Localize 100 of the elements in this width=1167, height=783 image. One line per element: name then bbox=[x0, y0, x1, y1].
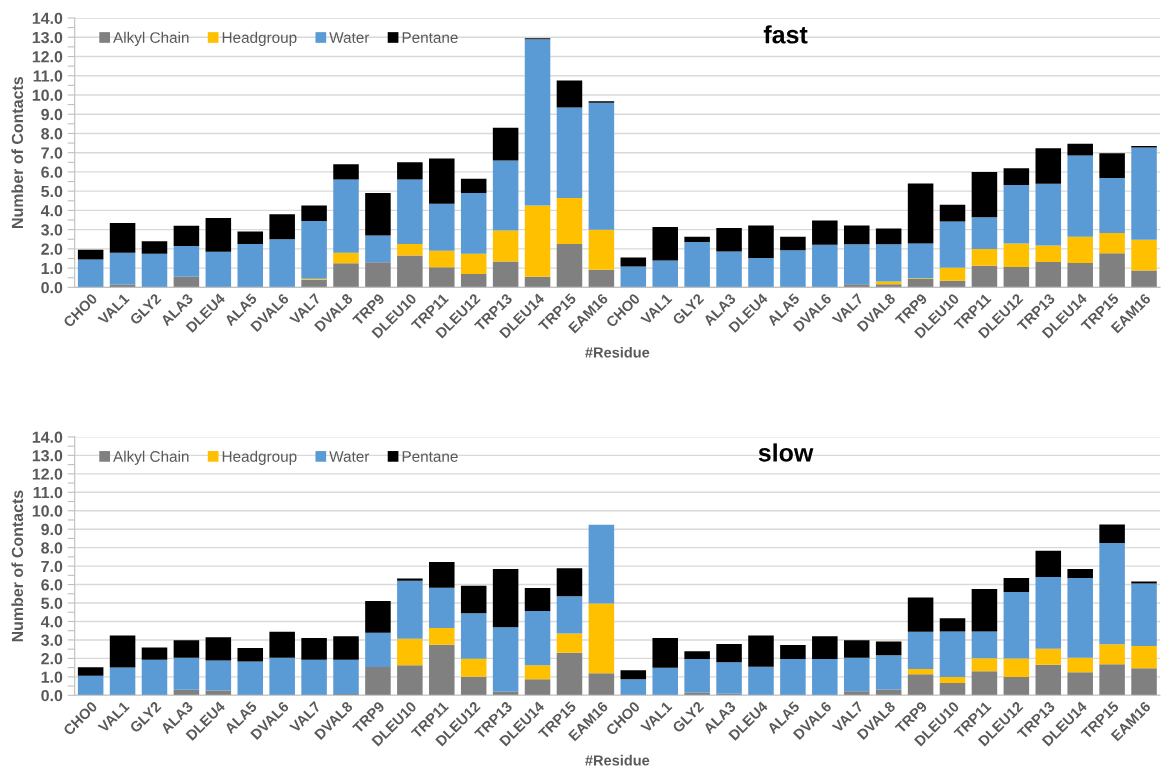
bar bbox=[397, 578, 423, 581]
bar bbox=[460, 585, 487, 614]
bar bbox=[460, 178, 487, 194]
bar bbox=[237, 661, 264, 696]
bar bbox=[652, 260, 678, 288]
bar bbox=[971, 588, 998, 632]
bar bbox=[173, 640, 200, 658]
y-tick-label: 5.0 bbox=[41, 185, 63, 198]
bar bbox=[843, 657, 870, 692]
bar bbox=[301, 205, 327, 221]
bar bbox=[556, 107, 583, 198]
y-tick-label: 11.0 bbox=[33, 486, 63, 499]
bar bbox=[109, 667, 136, 696]
bar bbox=[748, 257, 774, 288]
legend-label: Water bbox=[329, 451, 370, 462]
bar bbox=[524, 665, 551, 680]
bar bbox=[1035, 148, 1062, 184]
legend-label: Alkyl Chain bbox=[113, 450, 189, 465]
y-tick-label: 14.0 bbox=[32, 431, 63, 443]
bar bbox=[588, 603, 615, 674]
bar bbox=[333, 164, 359, 180]
bar bbox=[843, 225, 870, 245]
bar bbox=[492, 627, 519, 692]
bar bbox=[333, 252, 359, 264]
bar bbox=[365, 262, 391, 288]
bar bbox=[1003, 266, 1030, 288]
bar bbox=[812, 636, 838, 659]
bar bbox=[524, 205, 551, 277]
bar bbox=[1099, 524, 1125, 544]
bar bbox=[1067, 236, 1093, 264]
bar bbox=[173, 657, 200, 690]
bar bbox=[77, 259, 104, 288]
bar bbox=[109, 222, 136, 253]
y-tick-label: 7.0 bbox=[41, 147, 63, 159]
y-tick-label: 3.0 bbox=[41, 224, 63, 236]
y-axis-title: Number of Contacts bbox=[11, 490, 24, 642]
bar bbox=[588, 673, 615, 696]
bar bbox=[652, 226, 678, 261]
bar bbox=[971, 631, 998, 659]
bar bbox=[1099, 543, 1125, 645]
bar bbox=[1035, 245, 1062, 262]
bar bbox=[397, 255, 423, 288]
bar bbox=[173, 225, 200, 246]
bar bbox=[1035, 577, 1062, 649]
bar bbox=[492, 127, 519, 161]
bar bbox=[1067, 155, 1093, 237]
bar bbox=[109, 252, 136, 285]
bar bbox=[429, 627, 455, 645]
bar bbox=[460, 676, 487, 696]
bar bbox=[333, 263, 359, 288]
y-tick-label: 0.0 bbox=[41, 689, 63, 702]
bar bbox=[971, 248, 998, 266]
bar bbox=[1003, 591, 1030, 659]
y-tick-label: 6.0 bbox=[41, 579, 63, 591]
y-tick-label: 1.0 bbox=[41, 262, 63, 275]
bar bbox=[397, 665, 423, 696]
y-tick-label: 5.0 bbox=[41, 597, 63, 609]
bar bbox=[301, 637, 327, 660]
bar bbox=[875, 641, 902, 656]
bar bbox=[205, 660, 232, 691]
y-tick-label: 1.0 bbox=[41, 671, 63, 683]
bar bbox=[556, 80, 583, 108]
bar bbox=[907, 183, 934, 244]
bar bbox=[812, 658, 838, 696]
y-tick-label: 7.0 bbox=[41, 560, 63, 573]
bar bbox=[365, 666, 391, 696]
bar bbox=[1003, 243, 1030, 267]
bar bbox=[397, 244, 423, 256]
bar bbox=[684, 236, 710, 242]
bar bbox=[939, 683, 966, 696]
y-tick-label: 13.0 bbox=[32, 450, 63, 462]
bar bbox=[875, 244, 902, 282]
bar bbox=[652, 667, 678, 696]
bar bbox=[620, 257, 647, 267]
bar bbox=[301, 279, 327, 288]
bar bbox=[237, 231, 264, 245]
y-tick-label: 6.0 bbox=[41, 166, 63, 178]
y-tick-label: 0.0 bbox=[41, 282, 63, 294]
bar bbox=[1067, 263, 1093, 288]
bar bbox=[1067, 568, 1093, 579]
bar bbox=[205, 251, 232, 288]
bar bbox=[1003, 658, 1030, 678]
bar bbox=[620, 679, 647, 696]
bar bbox=[77, 675, 104, 696]
bar bbox=[205, 218, 232, 252]
bar bbox=[1131, 239, 1157, 271]
bar bbox=[939, 267, 966, 281]
bar bbox=[971, 172, 998, 218]
bar bbox=[843, 640, 870, 658]
legend-label: Headgroup bbox=[222, 31, 297, 46]
bar bbox=[460, 193, 487, 254]
y-tick-label: 12.0 bbox=[32, 468, 63, 480]
bar bbox=[971, 671, 998, 696]
x-axis-title: #Residue bbox=[585, 346, 650, 358]
bar bbox=[141, 241, 168, 254]
bar bbox=[556, 596, 583, 634]
bar bbox=[237, 648, 264, 662]
bar bbox=[141, 253, 168, 288]
bar bbox=[269, 214, 295, 240]
bar bbox=[684, 241, 710, 288]
